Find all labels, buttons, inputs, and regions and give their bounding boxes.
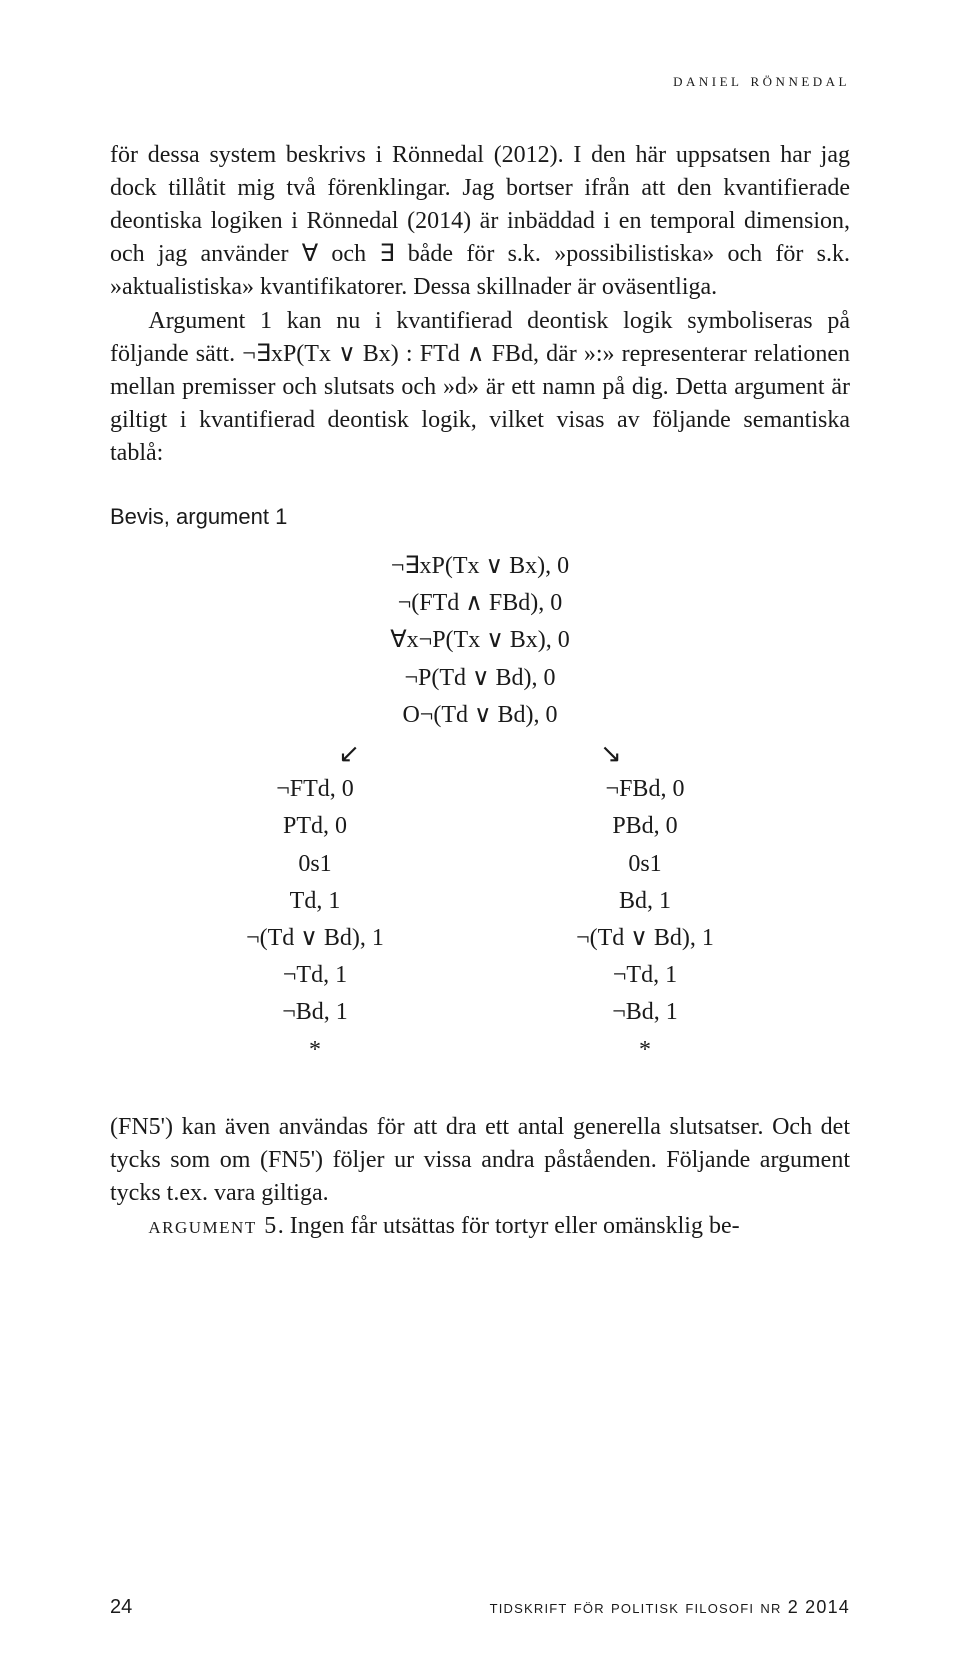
branch-line: 0s1 (210, 846, 420, 883)
branch-line: ¬FTd, 0 (210, 771, 420, 808)
branch-line: ¬(Td ∨ Bd), 1 (540, 920, 750, 957)
paragraph-argument5: argument 5. Ingen får utsättas för torty… (110, 1210, 850, 1243)
tableau-branches: ¬FTd, 0 PTd, 0 0s1 Td, 1 ¬(Td ∨ Bd), 1 ¬… (110, 771, 850, 1069)
tableau-line: ¬P(Td ∨ Bd), 0 (110, 660, 850, 697)
tableau-line: ¬∃xP(Tx ∨ Bx), 0 (110, 548, 850, 585)
branch-line: * (540, 1032, 750, 1069)
branch-line: ¬(Td ∨ Bd), 1 (210, 920, 420, 957)
branch-line: PTd, 0 (210, 808, 420, 845)
arrow-row: ↙ ↘ (110, 738, 850, 769)
branch-line: PBd, 0 (540, 808, 750, 845)
footer: 24 tidskrift för politisk filosofi nr 2 … (110, 1596, 850, 1619)
branch-line: 0s1 (540, 846, 750, 883)
branch-line: ¬FBd, 0 (540, 771, 750, 808)
tableau-line: O¬(Td ∨ Bd), 0 (110, 697, 850, 734)
journal-title: tidskrift för politisk filosofi nr 2 201… (490, 1597, 850, 1618)
branch-line: Bd, 1 (540, 883, 750, 920)
tableau-line: ∀x¬P(Tx ∨ Bx), 0 (110, 622, 850, 659)
running-head: daniel rönnedal (110, 70, 850, 91)
branch-line: ¬Td, 1 (210, 957, 420, 994)
argument5-label: argument 5 (148, 1213, 277, 1239)
page-container: daniel rönnedal för dessa system beskriv… (0, 0, 960, 1667)
tableau-line: ¬(FTd ∧ FBd), 0 (110, 585, 850, 622)
branch-line: ¬Td, 1 (540, 957, 750, 994)
paragraph-1: för dessa system beskrivs i Rönnedal (20… (110, 139, 850, 305)
branch-line: ¬Bd, 1 (540, 994, 750, 1031)
branch-line: * (210, 1032, 420, 1069)
argument5-text: . Ingen får utsättas för tortyr eller om… (278, 1213, 740, 1239)
arrow-left-icon: ↙ (338, 738, 360, 769)
branch-left: ¬FTd, 0 PTd, 0 0s1 Td, 1 ¬(Td ∨ Bd), 1 ¬… (210, 771, 420, 1069)
page-number: 24 (110, 1596, 132, 1619)
arrow-right-icon: ↘ (600, 738, 622, 769)
paragraph-3: (FN5') kan även användas för att dra ett… (110, 1111, 850, 1210)
body-text: för dessa system beskrivs i Rönnedal (20… (110, 139, 850, 470)
branch-line: Td, 1 (210, 883, 420, 920)
paragraph-2: Argument 1 kan nu i kvantifierad deontis… (110, 305, 850, 471)
body-text-2: (FN5') kan även användas för att dra ett… (110, 1111, 850, 1243)
branch-line: ¬Bd, 1 (210, 994, 420, 1031)
branch-right: ¬FBd, 0 PBd, 0 0s1 Bd, 1 ¬(Td ∨ Bd), 1 ¬… (540, 771, 750, 1069)
tableau-heading: Bevis, argument 1 (110, 504, 850, 530)
tableau-top: ¬∃xP(Tx ∨ Bx), 0 ¬(FTd ∧ FBd), 0 ∀x¬P(Tx… (110, 548, 850, 734)
